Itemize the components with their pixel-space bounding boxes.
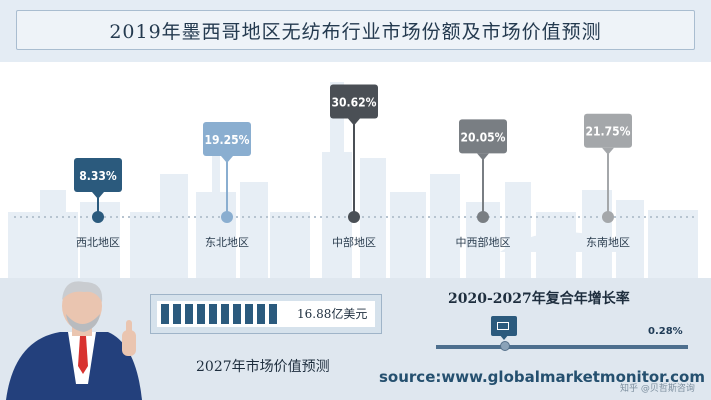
progress-segment xyxy=(257,304,265,324)
cagr-value: 0.28% xyxy=(648,326,683,337)
pin-dot xyxy=(92,211,104,223)
pin-dot xyxy=(348,211,360,223)
value-label: 19.25% xyxy=(205,133,250,147)
value-label-box xyxy=(584,113,632,148)
progress-segment xyxy=(245,304,253,324)
value-label: 21.75% xyxy=(586,125,631,139)
market-share-chart: 8.33% 西北地区 19.25% 东北地区 30.62% 中部地区 20.05% 中西部地区… xyxy=(8,82,698,278)
value-label-pointer xyxy=(477,153,489,161)
progress-segment xyxy=(185,304,193,324)
title-box: 2019年墨西哥地区无纺布行业市场份额及市场价值预测 xyxy=(16,10,695,50)
progress-segment xyxy=(173,304,181,324)
pin-dot xyxy=(221,211,233,223)
city-skyline-background xyxy=(8,82,698,278)
title-bar: 2019年墨西哥地区无纺布行业市场份额及市场价值预测 xyxy=(0,0,711,62)
value-label-pointer xyxy=(92,192,104,199)
value-label-pointer xyxy=(602,147,614,155)
cagr-dot xyxy=(500,341,510,351)
value-label-box xyxy=(459,119,507,154)
pin-dot xyxy=(602,211,614,223)
market-forecast-label: 2027年市场价值预测 xyxy=(196,359,330,375)
market-value-text: 16.88亿美元 xyxy=(297,307,368,321)
progress-segment xyxy=(209,304,217,324)
pin-dot xyxy=(477,211,489,223)
businessman-illustration xyxy=(6,281,142,400)
chart-title: 2019年墨西哥地区无纺布行业市场份额及市场价值预测 xyxy=(109,20,602,43)
value-label-box xyxy=(330,84,378,119)
value-label-pointer xyxy=(348,118,360,126)
source-text: source:www.globalmarketmonitor.com xyxy=(379,368,705,386)
cagr-track xyxy=(436,345,688,349)
progress-segment xyxy=(233,304,241,324)
value-label: 8.33% xyxy=(79,169,117,183)
progress-segment xyxy=(161,304,169,324)
cagr-marker-pointer xyxy=(499,334,509,340)
category-label: 西北地区 xyxy=(76,236,120,249)
value-label-pointer xyxy=(221,155,233,163)
category-label: 东南地区 xyxy=(586,236,630,249)
category-label: 中西部地区 xyxy=(456,235,511,249)
market-value-bar-inner xyxy=(157,301,375,327)
watermark-text: 知乎 @贝哲斯咨询 xyxy=(620,384,695,394)
category-label: 东北地区 xyxy=(205,236,249,249)
cagr-marker xyxy=(491,316,517,336)
value-label: 20.05% xyxy=(461,130,506,144)
value-label-box xyxy=(74,158,122,192)
progress-segment xyxy=(221,304,229,324)
cagr-label: 2020-2027年复合年增长率 xyxy=(448,291,630,307)
progress-segment xyxy=(197,304,205,324)
monitor-icon xyxy=(497,322,509,330)
category-label: 中部地区 xyxy=(332,235,376,249)
value-label: 30.62% xyxy=(332,95,377,109)
value-label-box xyxy=(203,121,251,156)
progress-segment xyxy=(269,304,277,324)
pins-layer: 8.33% 西北地区 19.25% 东北地区 30.62% 中部地区 20.05% 中西部地区… xyxy=(74,84,632,249)
